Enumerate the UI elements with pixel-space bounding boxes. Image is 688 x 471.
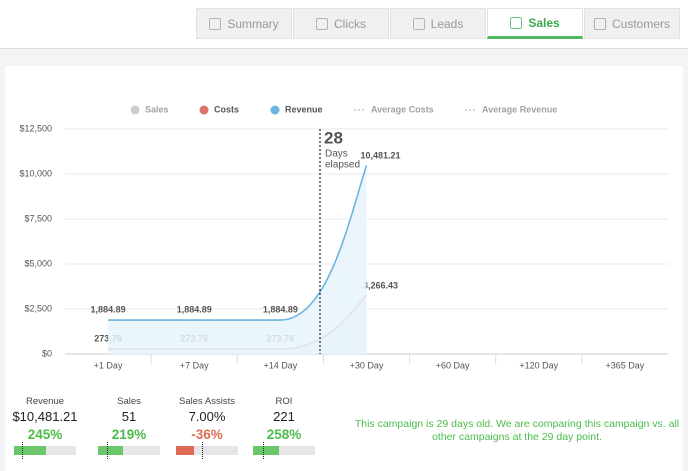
legend-label: Revenue <box>285 104 323 114</box>
tab-label: Customers <box>611 16 670 31</box>
progress-marker <box>202 442 203 459</box>
tab-label: Summary <box>227 16 279 31</box>
tab[interactable]: Sales <box>487 8 583 39</box>
legend-label: Average Revenue <box>482 104 557 114</box>
tab[interactable]: Customers <box>584 8 680 39</box>
metric: Sales Assists 7.00% -36% <box>167 396 247 459</box>
tab-icon <box>209 17 222 30</box>
x-tick-label: +14 Day <box>263 360 297 370</box>
tab-bar: Summary Clicks Leads Sales Customers <box>0 0 688 49</box>
metric-label: Sales <box>117 396 141 407</box>
legend-label: Costs <box>214 104 239 114</box>
metric-change: -36% <box>191 427 223 442</box>
data-label: 1,884.89 <box>177 304 212 314</box>
tab-icon <box>316 17 328 30</box>
tab-icon <box>593 17 606 30</box>
progress-bar <box>14 442 76 459</box>
x-tick-label: +60 Day <box>436 360 470 370</box>
legend-marker <box>270 105 280 115</box>
y-tick-label: $7,500 <box>24 213 52 223</box>
y-tick-label: $10,000 <box>19 168 52 178</box>
data-label: 10,481.21 <box>360 151 400 161</box>
y-tick-label: $5,000 <box>24 258 52 268</box>
line <box>108 165 368 321</box>
progress-bar <box>176 442 238 459</box>
tab[interactable]: Leads <box>390 8 486 39</box>
y-tick-label: $0 <box>42 348 52 358</box>
metric-value: 7.00% <box>188 409 226 424</box>
tab[interactable]: Clicks <box>293 8 389 39</box>
legend-label: Sales <box>145 104 169 114</box>
metric-change: 245% <box>27 427 63 442</box>
metric-value: 221 <box>273 409 295 424</box>
progress-fill <box>98 446 123 455</box>
metric-label: Revenue <box>25 396 65 407</box>
legend-marker <box>199 105 209 115</box>
x-tick-label: +365 Day <box>606 360 645 370</box>
metric: ROI 221 258% <box>244 396 324 459</box>
tab[interactable]: Summary <box>196 8 292 39</box>
progress-fill <box>176 446 194 455</box>
elapsed-text: Days <box>325 149 348 160</box>
tab-label: Leads <box>430 16 464 31</box>
metric-change: 258% <box>266 427 302 442</box>
progress-marker <box>22 442 23 459</box>
data-label: 1,884.89 <box>263 304 298 314</box>
elapsed-text: elapsed <box>325 160 360 171</box>
progress-fill <box>253 446 279 455</box>
progress-marker <box>263 442 264 459</box>
progress-fill <box>14 446 46 455</box>
y-tick-label: $12,500 <box>19 123 52 133</box>
metric-value: $10,481.21 <box>12 409 78 424</box>
progress-bar <box>253 442 315 459</box>
x-tick-label: +1 Day <box>94 360 123 370</box>
metric-value: 51 <box>121 409 137 424</box>
message: This campaign is 29 days old. We are com… <box>354 418 680 443</box>
y-tick-label: $2,500 <box>24 303 52 313</box>
metric: Sales 51 219% <box>89 396 169 459</box>
tab-icon <box>510 16 523 29</box>
x-tick-label: +30 Day <box>350 360 384 370</box>
elapsed-number: 28 <box>324 128 343 147</box>
x-tick-label: +120 Day <box>519 360 558 370</box>
metric: Revenue $10,481.21 245% <box>5 396 85 459</box>
metric-change: 219% <box>111 427 147 442</box>
tab-label: Sales <box>528 15 560 30</box>
legend-label: Average Costs <box>371 104 434 114</box>
x-tick-label: +7 Day <box>180 360 209 370</box>
tab-icon <box>412 17 425 30</box>
area <box>108 165 367 354</box>
data-label: 3,266.43 <box>363 281 398 291</box>
metric-label: ROI <box>275 396 293 407</box>
tab-label: Clicks <box>334 16 366 31</box>
metric-label: Sales Assists <box>179 396 235 407</box>
progress-bar <box>98 442 160 459</box>
data-label: 1,884.89 <box>91 304 126 314</box>
progress-marker <box>107 442 108 459</box>
legend-marker <box>130 105 140 115</box>
